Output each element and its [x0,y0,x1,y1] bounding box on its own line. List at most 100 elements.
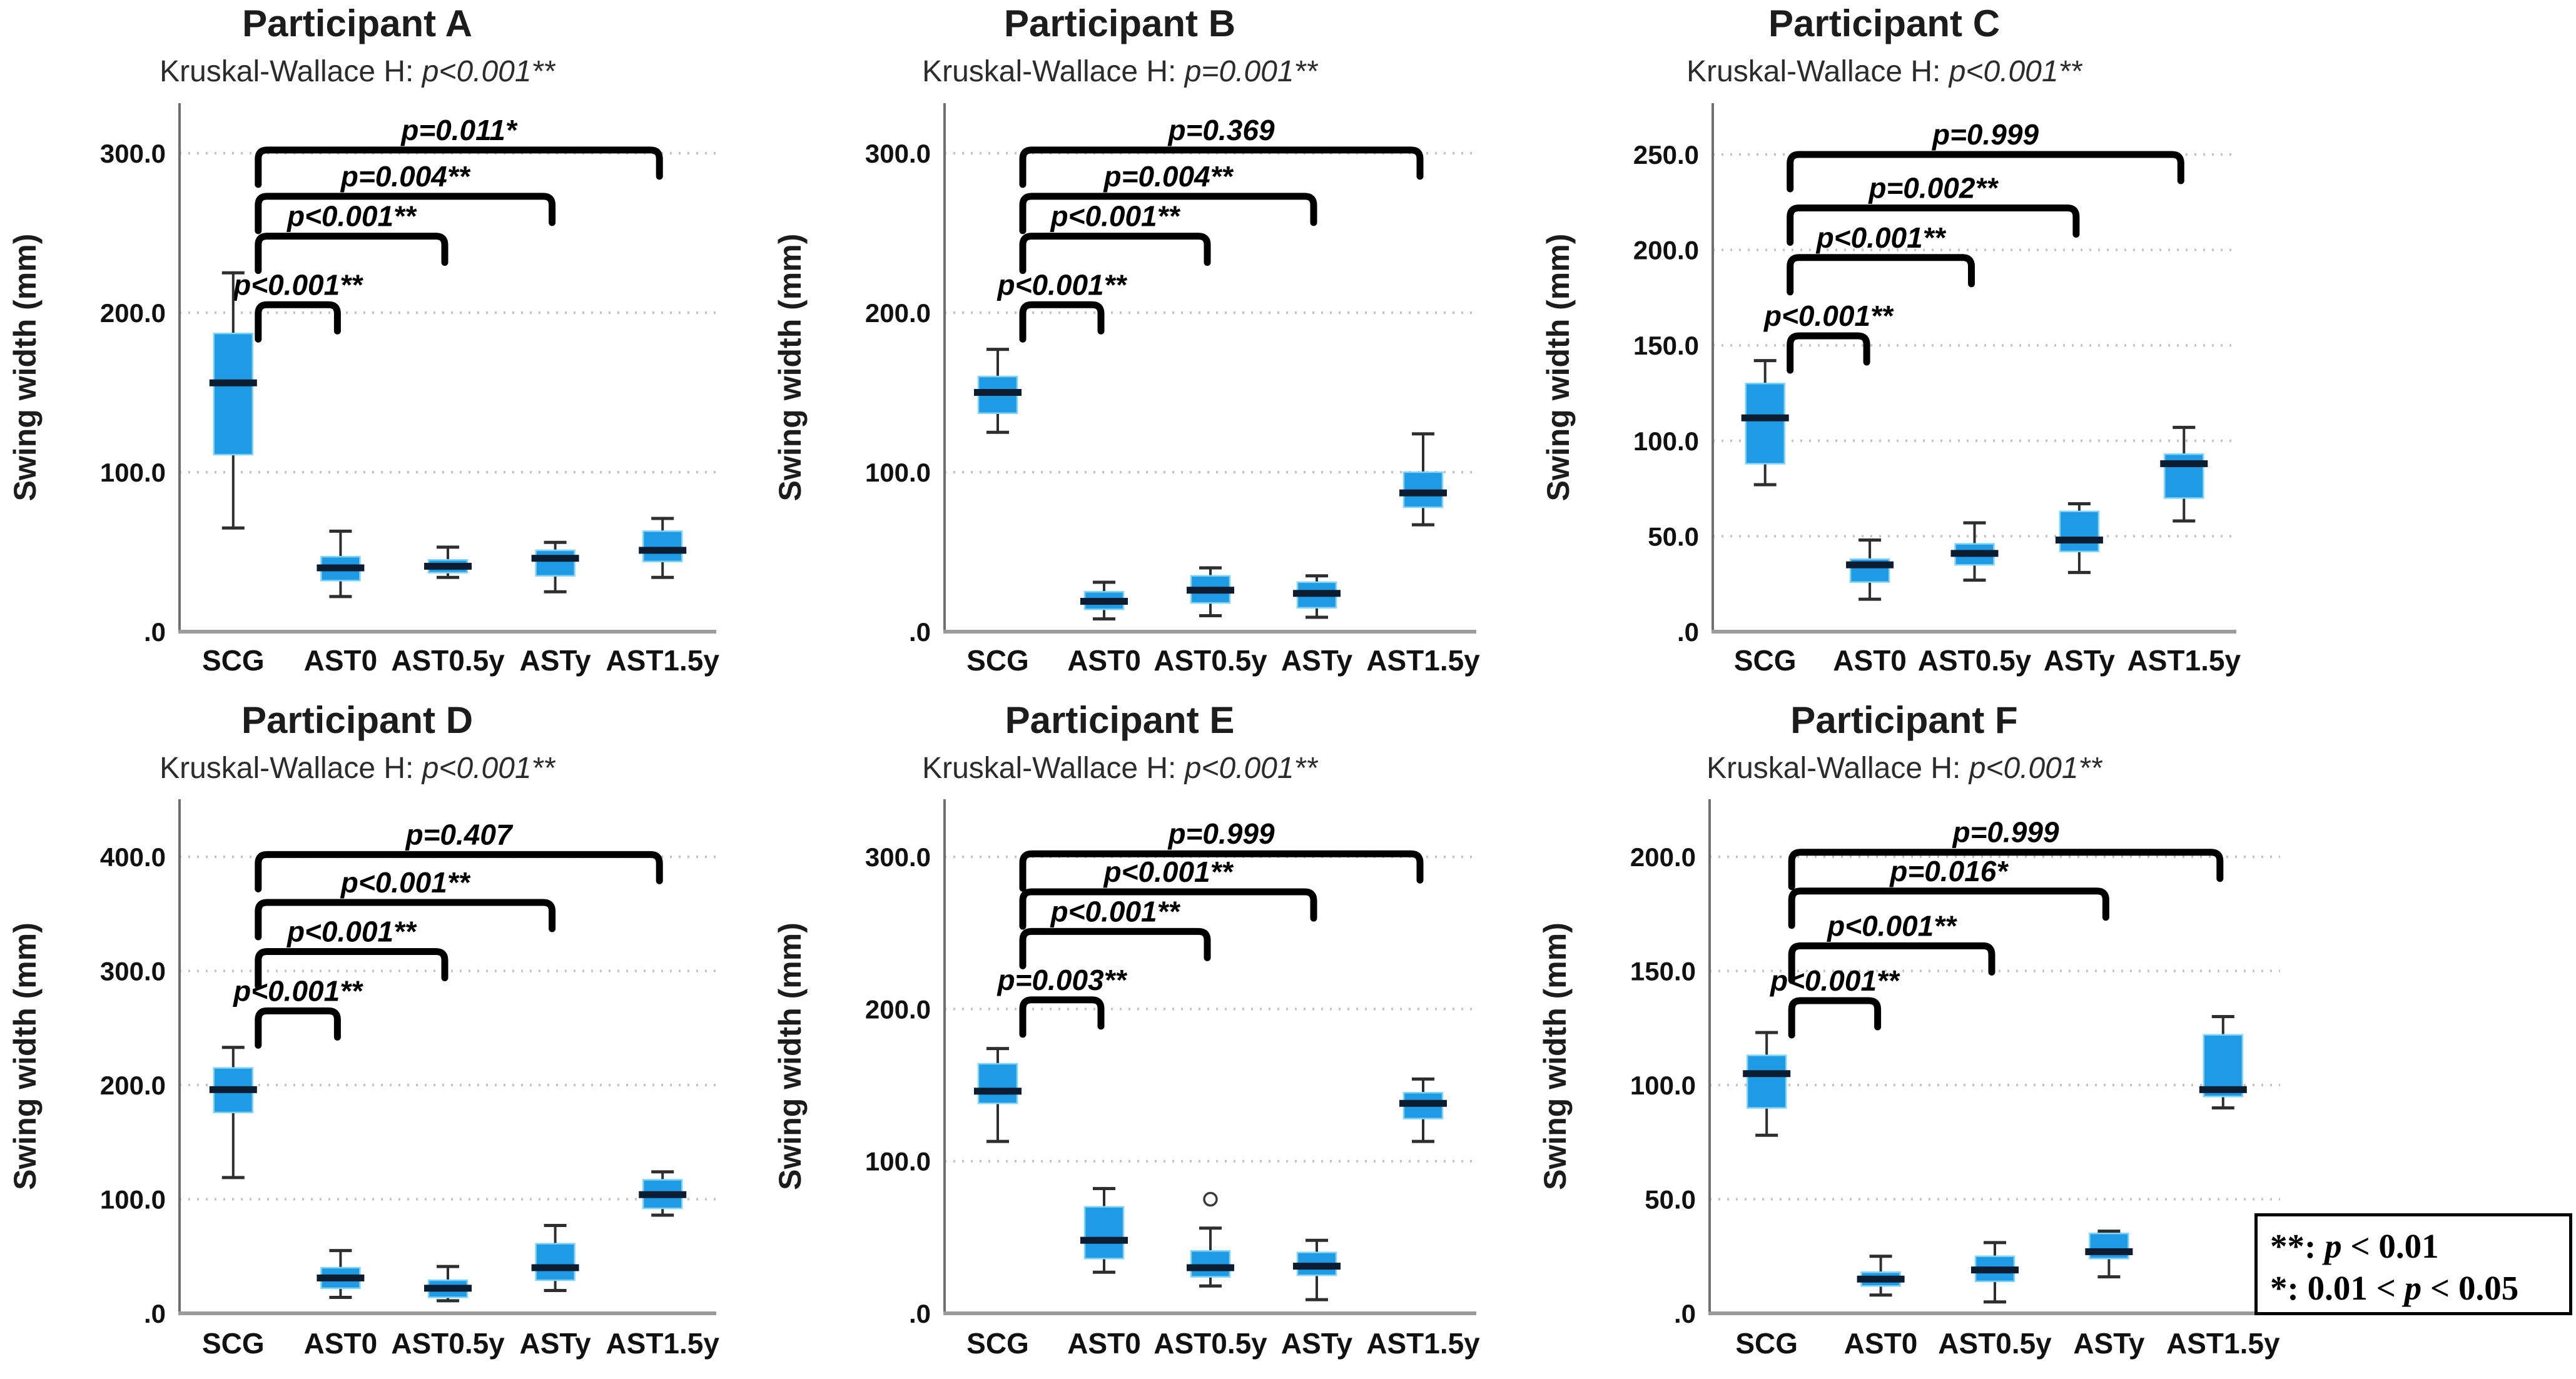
y-tick-label: 200.0 [1633,236,1699,265]
comparison-bracket [1788,942,1995,984]
comparison-p-label: p=0.016* [1889,855,2009,887]
comparison-p-label: p=0.999 [1951,816,2059,849]
panel-subtitle: Kruskal-Wallace H: p<0.001** [1706,752,2102,785]
comparison-p-label: p<0.001** [232,268,363,301]
comparison-bracket [1019,193,1317,235]
comparison-bracket [1019,996,1105,1038]
comparison-p-label: p<0.001** [1050,895,1181,927]
panel-participant-f: p<0.001**p<0.001**p=0.016*p=0.999.050.01… [1538,699,2280,1360]
median-line [1971,1266,2019,1274]
median-line [209,1086,257,1093]
median-line [2160,460,2208,467]
legend-line-2-prefix: *: 0.01 < [2270,1269,2405,1308]
y-tick-label: .0 [144,617,166,647]
x-category-label: AST0 [1833,644,1907,677]
y-tick-label: 200.0 [100,1071,166,1100]
median-line [1080,1236,1128,1244]
comparison-bracket [255,1007,341,1049]
y-tick-label: 100.0 [865,1147,931,1176]
box-ASTy [535,549,576,577]
y-axis-label: Swing width (mm) [773,922,808,1190]
y-tick-label: 150.0 [1633,331,1699,360]
comparison-p-label: p<0.001** [286,915,417,947]
comparison-p-label: p<0.001** [1815,221,1947,254]
y-tick-label: .0 [909,1299,931,1328]
comparison-bracket [1019,301,1105,343]
x-category-label: AST1.5y [606,644,719,677]
panel-subtitle: Kruskal-Wallace H: p<0.001** [922,752,1318,785]
median-line [1950,550,1999,557]
comparison-bracket [1019,146,1424,188]
comparison-p-label: p<0.001** [232,974,363,1007]
panel-subtitle: Kruskal-Wallace H: p<0.001** [160,55,555,88]
y-tick-label: 100.0 [100,1185,166,1215]
comparison-p-label: p<0.001** [286,200,417,233]
y-tick-label: 200.0 [1630,842,1696,872]
y-axis-label: Swing width (mm) [1538,922,1573,1190]
x-category-label: ASTy [520,1327,592,1360]
panel-title: Participant D [241,699,473,741]
panel-participant-e: p=0.003** p<0.001** p<0.001** p=0.999 .0 100.… [773,699,1480,1360]
legend-line-1: **: p < 0.01 [2270,1225,2557,1267]
x-category-label: AST1.5y [606,1327,719,1360]
y-tick-label: 100.0 [1630,1071,1696,1100]
x-category-label: ASTy [2073,1327,2145,1360]
median-line [1187,1264,1234,1271]
legend-line-1-p: p [2325,1227,2342,1265]
comparison-p-label: p=0.004** [340,160,471,193]
median-line [424,562,472,570]
panel-title: Participant B [1004,3,1235,44]
comparison-p-label: p=0.369 [1167,114,1274,146]
comparison-bracket [255,146,663,188]
x-category-label: ASTy [2044,644,2116,677]
panel-title: Participant E [1005,699,1235,741]
median-line [209,379,257,386]
median-line [531,1264,579,1271]
comparison-bracket [1788,887,2109,929]
panel-participant-c: p<0.001** p<0.001** p=0.002** p=0.999 .0 50.0… [1541,3,2241,677]
y-tick-label: 100.0 [865,458,931,487]
x-category-label: SCG [1734,644,1797,677]
median-line [2055,537,2103,544]
y-tick-label: .0 [144,1299,166,1328]
median-line [1293,1263,1341,1270]
comparison-bracket [1787,332,1870,374]
box-AST0 [1083,1206,1125,1260]
x-category-label: SCG [966,644,1029,677]
y-axis-label: Swing width (mm) [1541,234,1576,502]
y-tick-label: 150.0 [1630,957,1696,986]
legend-line-2-p: p [2404,1269,2422,1308]
comparison-p-label: p<0.001** [996,268,1128,301]
panel-subtitle: Kruskal-Wallace H: p<0.001** [1686,55,2082,88]
x-category-label: AST0.5y [1938,1327,2052,1360]
comparison-bracket [255,301,341,343]
box-AST0.5y [1190,1250,1231,1278]
comparison-p-label: p<0.001** [1050,200,1181,233]
y-tick-label: 200.0 [100,298,166,328]
comparison-bracket [255,193,556,235]
panel-title: Participant A [242,3,472,44]
x-category-label: ASTy [1281,1327,1353,1360]
x-category-label: AST1.5y [2166,1327,2280,1360]
median-line [1187,587,1234,594]
x-category-label: SCG [966,1327,1029,1360]
x-category-label: AST0 [304,644,378,677]
outlier-point [1203,1191,1218,1207]
comparison-p-label: p<0.001** [1763,300,1894,332]
box-ASTy [2059,510,2100,553]
x-category-label: AST1.5y [1366,644,1480,677]
median-line [1743,1070,1791,1078]
y-tick-label: 200.0 [865,994,931,1024]
median-line [1080,598,1128,605]
panel-title: Participant F [1790,699,2017,741]
x-category-label: AST0.5y [391,644,505,677]
median-line [639,547,687,554]
y-tick-label: .0 [1674,1299,1696,1328]
comparison-bracket [1787,204,2080,246]
comparison-p-label: p=0.011* [400,114,518,146]
median-line [1399,1099,1447,1107]
median-line [2199,1086,2247,1093]
y-axis-label: Swing width (mm) [8,234,43,502]
median-line [317,1274,365,1281]
